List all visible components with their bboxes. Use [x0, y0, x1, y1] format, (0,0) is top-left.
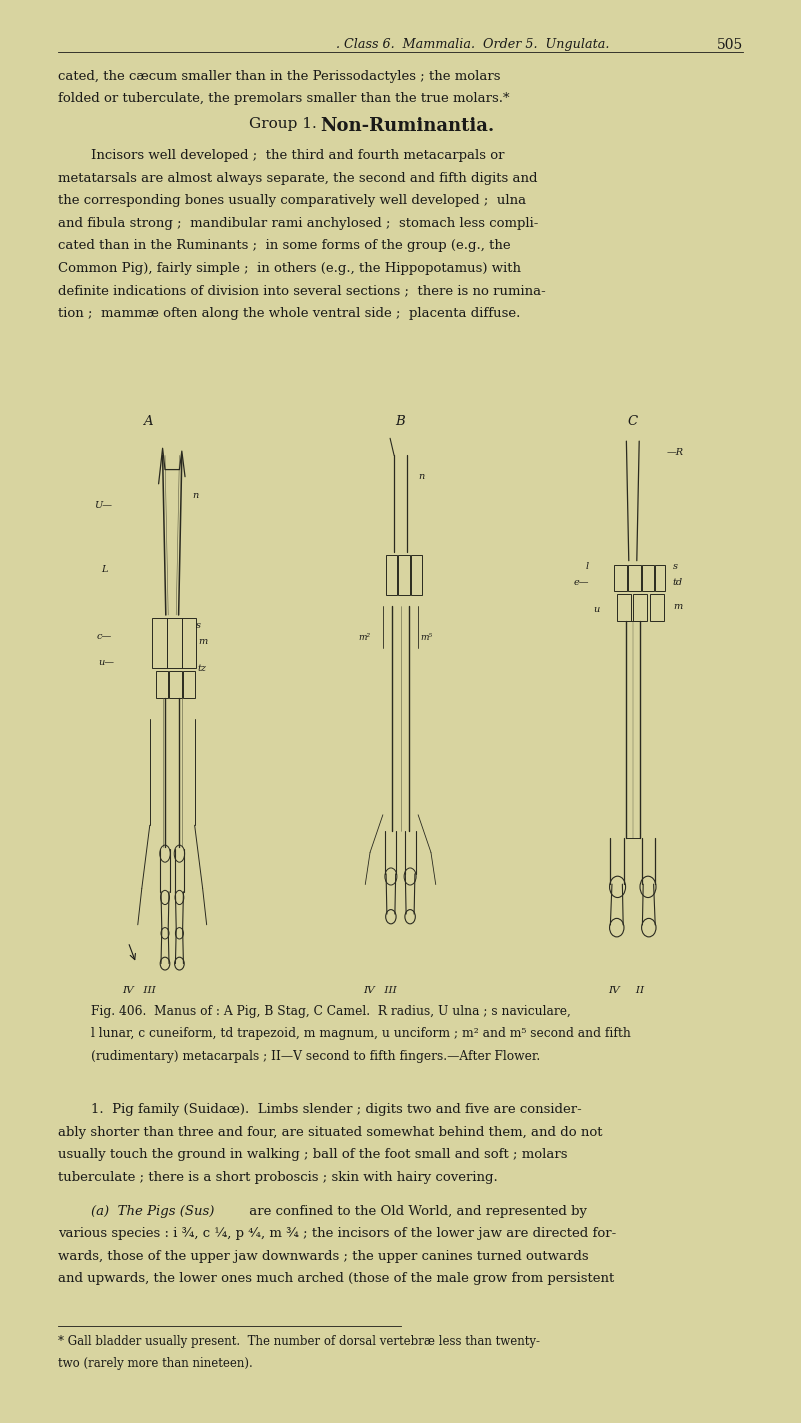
Text: Fig. 406.  Manus of : A Pig, B Stag, C Camel.  R radius, U ulna ; s naviculare,: Fig. 406. Manus of : A Pig, B Stag, C Ca…: [91, 1005, 571, 1017]
Text: s: s: [673, 562, 678, 571]
Text: and fibula strong ;  mandibular rami anchylosed ;  stomach less compli-: and fibula strong ; mandibular rami anch…: [58, 216, 538, 231]
Text: m: m: [673, 602, 682, 612]
Text: 1.  Pig family (Suidaœ).  Limbs slender ; digits two and five are consider-: 1. Pig family (Suidaœ). Limbs slender ; …: [91, 1103, 582, 1117]
Text: folded or tuberculate, the premolars smaller than the true molars.*: folded or tuberculate, the premolars sma…: [58, 92, 509, 105]
Text: u—: u—: [99, 659, 115, 667]
Text: wards, those of the upper jaw downwards ; the upper canines turned outwards: wards, those of the upper jaw downwards …: [58, 1249, 588, 1262]
Text: various species : i ¾, c ¼, p ⁴⁄₄, m ¾ ; the incisors of the lower jaw are direc: various species : i ¾, c ¼, p ⁴⁄₄, m ¾ ;…: [58, 1227, 616, 1239]
Text: n: n: [192, 491, 199, 499]
Text: usually touch the ground in walking ; ball of the foot small and soft ; molars: usually touch the ground in walking ; ba…: [58, 1148, 567, 1161]
Bar: [411, 555, 422, 595]
Text: (rudimentary) metacarpals ; II—V second to fifth fingers.—After Flower.: (rudimentary) metacarpals ; II—V second …: [91, 1050, 541, 1063]
Text: IV     II: IV II: [608, 986, 645, 995]
Text: l lunar, c cuneiform, td trapezoid, m magnum, u unciform ; m² and m⁵ second and : l lunar, c cuneiform, td trapezoid, m ma…: [91, 1027, 631, 1040]
Text: l: l: [586, 562, 589, 571]
Text: s: s: [196, 622, 201, 630]
Text: tz: tz: [198, 663, 207, 673]
Text: m: m: [198, 638, 207, 646]
Bar: [386, 555, 397, 595]
Bar: [628, 565, 641, 591]
Bar: [398, 555, 410, 595]
Text: m²: m²: [358, 633, 370, 642]
Text: the corresponding bones usually comparatively well developed ;  ulna: the corresponding bones usually comparat…: [58, 195, 525, 208]
Text: tion ;  mammæ often along the whole ventral side ;  placenta diffuse.: tion ; mammæ often along the whole ventr…: [58, 307, 520, 320]
Text: metatarsals are almost always separate, the second and fifth digits and: metatarsals are almost always separate, …: [58, 172, 537, 185]
Text: u: u: [593, 605, 599, 615]
Text: IV   III: IV III: [364, 986, 397, 995]
Text: definite indications of division into several sections ;  there is no rumina-: definite indications of division into se…: [58, 285, 545, 297]
Bar: [642, 565, 654, 591]
Text: c—: c—: [97, 632, 112, 640]
Text: Group 1.: Group 1.: [248, 117, 316, 131]
Text: are confined to the Old World, and represented by: are confined to the Old World, and repre…: [245, 1204, 587, 1218]
Bar: [617, 595, 631, 620]
Text: B: B: [396, 416, 405, 428]
Bar: [167, 618, 182, 669]
Text: (a)  The Pigs (Sus): (a) The Pigs (Sus): [91, 1204, 215, 1218]
Text: C: C: [628, 416, 638, 428]
Bar: [614, 565, 627, 591]
Text: ably shorter than three and four, are situated somewhat behind them, and do not: ably shorter than three and four, are si…: [58, 1126, 602, 1138]
Text: IV   III: IV III: [122, 986, 155, 995]
Text: and upwards, the lower ones much arched (those of the male grow from persistent: and upwards, the lower ones much arched …: [58, 1272, 614, 1285]
Bar: [152, 618, 167, 669]
Bar: [182, 618, 196, 669]
Text: two (rarely more than nineteen).: two (rarely more than nineteen).: [58, 1358, 252, 1370]
Text: —R: —R: [666, 448, 683, 457]
Bar: [633, 595, 647, 620]
Bar: [156, 670, 168, 697]
Text: Common Pig), fairly simple ;  in others (e.g., the Hippopotamus) with: Common Pig), fairly simple ; in others (…: [58, 262, 521, 275]
Bar: [169, 670, 182, 697]
Text: cated than in the Ruminants ;  in some forms of the group (e.g., the: cated than in the Ruminants ; in some fo…: [58, 239, 510, 252]
Text: L: L: [102, 565, 108, 573]
Text: U—: U—: [95, 501, 112, 509]
Text: 505: 505: [717, 37, 743, 51]
Bar: [183, 670, 195, 697]
Text: e—: e—: [574, 578, 589, 586]
Text: * Gall bladder usually present.  The number of dorsal vertebræ less than twenty-: * Gall bladder usually present. The numb…: [58, 1335, 540, 1348]
Text: Incisors well developed ;  the third and fourth metacarpals or: Incisors well developed ; the third and …: [91, 149, 505, 162]
Text: . Class 6.  Mammalia.  Order 5.  Ungulata.: . Class 6. Mammalia. Order 5. Ungulata.: [336, 37, 610, 51]
Text: m⁵: m⁵: [421, 633, 433, 642]
Text: n: n: [418, 472, 425, 481]
Text: A: A: [143, 416, 153, 428]
Bar: [655, 565, 665, 591]
Text: cated, the cæcum smaller than in the Perissodactyles ; the molars: cated, the cæcum smaller than in the Per…: [58, 70, 500, 83]
Text: tuberculate ; there is a short proboscis ; skin with hairy covering.: tuberculate ; there is a short proboscis…: [58, 1171, 497, 1184]
Bar: [650, 595, 664, 620]
Text: td: td: [673, 578, 683, 586]
Text: Non-Ruminantia.: Non-Ruminantia.: [320, 117, 495, 135]
